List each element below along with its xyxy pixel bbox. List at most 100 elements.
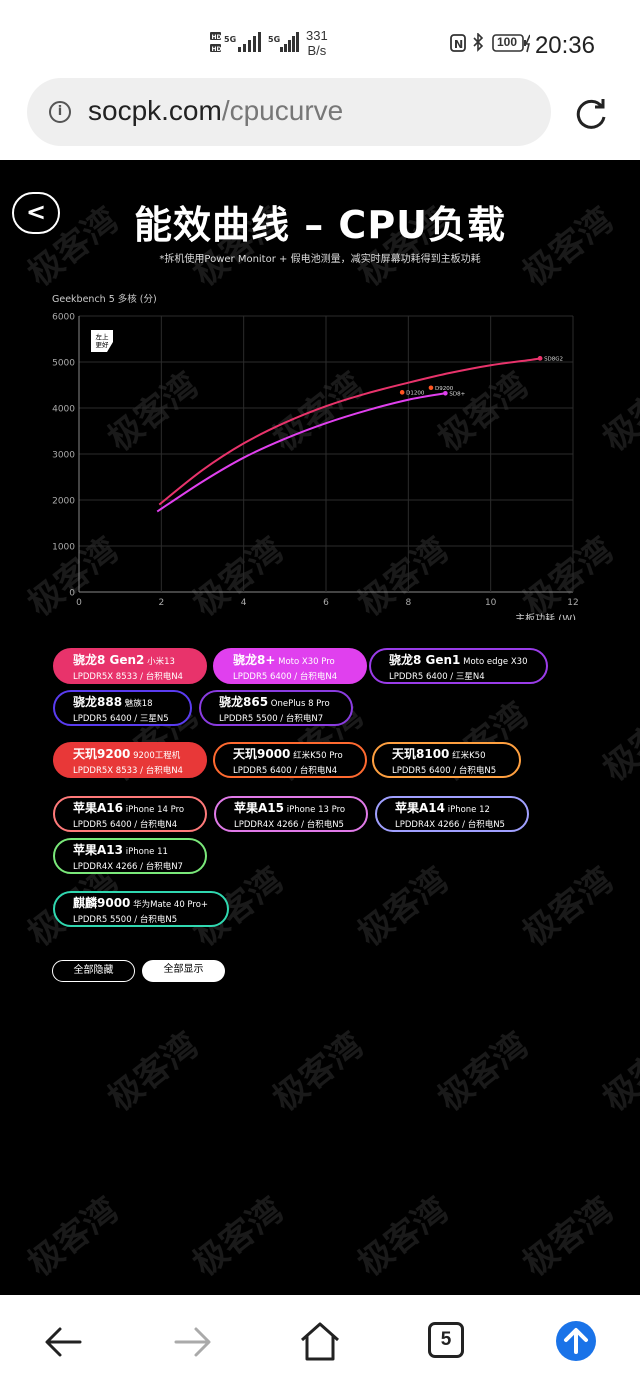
y-tick-label: 1000	[52, 543, 75, 553]
x-tick-label: 0	[76, 598, 82, 608]
chip-device: Moto X30 Pro	[275, 657, 335, 667]
watermark-text: 极客湾	[430, 1025, 536, 1120]
chip-spec: LPDDR5X 8533 / 台积电N4	[73, 766, 183, 776]
x-tick-label: 8	[405, 598, 411, 608]
chip-toggle[interactable]: 骁龙8 Gen2 小米13 LPDDR5X 8533 / 台积电N4	[53, 648, 207, 684]
chip-name: 苹果A13 iPhone 11	[73, 842, 205, 860]
chip-device: 9200工程机	[130, 751, 181, 761]
scroll-top-icon[interactable]	[554, 1319, 598, 1363]
chip-name: 骁龙8 Gen1 Moto edge X30	[389, 652, 546, 670]
chip-spec: LPDDR4X 4266 / 台积电N5	[234, 820, 344, 830]
chip-device: 魅族18	[122, 699, 153, 709]
chip-spec: LPDDR5 6400 / 台积电N4	[233, 672, 338, 682]
chip-device: OnePlus 8 Pro	[268, 699, 330, 709]
series-line	[156, 392, 446, 513]
forward-arrow-icon[interactable]	[170, 1320, 214, 1364]
data-point	[399, 390, 405, 395]
chip-soc-name: 骁龙865	[219, 695, 269, 709]
better-badge-line1: 左上	[96, 332, 110, 341]
watermark-text: 极客湾	[100, 1025, 206, 1120]
url-text[interactable]: socpk.com/cpucurve	[88, 95, 344, 126]
chip-device: 华为Mate 40 Pro+	[130, 900, 209, 910]
svg-text:5G: 5G	[224, 35, 236, 44]
chip-toggle[interactable]: 骁龙888 魅族18 LPDDR5 6400 / 三星N5	[53, 690, 192, 726]
y-tick-label: 2000	[52, 497, 75, 507]
chip-soc-name: 骁龙8 Gen2	[73, 653, 145, 667]
chip-name: 麒麟9000 华为Mate 40 Pro+	[73, 895, 227, 913]
chip-device: iPhone 13 Pro	[284, 805, 346, 815]
tabs-button[interactable]: 5	[428, 1322, 464, 1358]
svg-text:5G: 5G	[268, 35, 280, 44]
chip-toggle[interactable]: 骁龙8+ Moto X30 Pro LPDDR5 6400 / 台积电N4	[213, 648, 367, 684]
clock: 20:36	[534, 32, 595, 59]
chip-device: 红米K50 Pro	[290, 751, 343, 761]
home-icon[interactable]	[298, 1320, 342, 1364]
hide-all-button[interactable]: 全部隐藏	[52, 960, 135, 982]
browser-nav-bar: 5	[0, 1295, 640, 1389]
x-tick-label: 4	[241, 598, 247, 608]
chip-toggle[interactable]: 天玑9000 红米K50 Pro LPDDR5 6400 / 台积电N4	[213, 742, 367, 778]
chip-toggle[interactable]: 苹果A16 iPhone 14 Pro LPDDR5 6400 / 台积电N4	[53, 796, 207, 832]
chip-toggle[interactable]: 骁龙865 OnePlus 8 Pro LPDDR5 5500 / 台积电N7	[199, 690, 353, 726]
network-speed: 331 B/s	[306, 28, 328, 58]
chip-toggle[interactable]: 苹果A15 iPhone 13 Pro LPDDR4X 4266 / 台积电N5	[214, 796, 368, 832]
reload-icon[interactable]	[573, 95, 609, 131]
page-title: 能效曲线 – CPU负载	[133, 203, 507, 247]
svg-text:HD: HD	[212, 46, 222, 53]
signal-indicators: HD HD 5G 5G	[210, 31, 302, 61]
chip-soc-name: 骁龙888	[73, 695, 123, 709]
chip-soc-name: 天玑9000	[233, 747, 291, 761]
chip-soc-name: 天玑9200	[73, 747, 131, 761]
chip-soc-name: 骁龙8+	[233, 653, 276, 667]
data-point	[428, 385, 434, 391]
watermark-text: 极客湾	[265, 1025, 371, 1120]
chip-device: iPhone 14 Pro	[123, 805, 185, 815]
chip-spec: LPDDR4X 4266 / 台积电N7	[73, 862, 183, 872]
watermark-text: 极客湾	[350, 1190, 456, 1285]
chip-name: 骁龙8 Gen2 小米13	[73, 652, 205, 670]
data-point-label: D9200	[435, 386, 454, 392]
better-badge	[91, 330, 113, 352]
chip-spec: LPDDR5 5500 / 台积电N7	[219, 714, 324, 724]
show-all-button[interactable]: 全部显示	[142, 960, 225, 982]
chip-spec: LPDDR5 6400 / 三星N4	[389, 672, 485, 682]
y-tick-label: 6000	[52, 313, 75, 323]
data-point-label: D1200	[406, 390, 425, 396]
chip-name: 苹果A14 iPhone 12	[395, 800, 527, 818]
chip-toggle[interactable]: 苹果A14 iPhone 12 LPDDR4X 4266 / 台积电N5	[375, 796, 529, 832]
chip-device: iPhone 11	[123, 847, 168, 857]
chip-soc-name: 苹果A16	[73, 801, 123, 815]
address-bar[interactable]: i socpk.com/cpucurve	[27, 78, 551, 146]
chip-soc-name: 麒麟9000	[73, 896, 131, 910]
data-point	[537, 356, 543, 361]
status-bar: HD HD 5G 5G 331 B/s N 100 20:36	[0, 0, 640, 76]
watermark-text: 极客湾	[20, 1190, 126, 1285]
y-axis-label: Geekbench 5 多核 (分)	[52, 293, 157, 305]
chip-name: 苹果A15 iPhone 13 Pro	[234, 800, 366, 818]
back-arrow-icon[interactable]	[42, 1320, 86, 1364]
browser-toolbar: i socpk.com/cpucurve	[0, 76, 640, 160]
svg-text:HD: HD	[212, 34, 222, 41]
chip-toggle[interactable]: 麒麟9000 华为Mate 40 Pro+ LPDDR5 5500 / 台积电N5	[53, 891, 229, 927]
chip-toggle[interactable]: 天玑9200 9200工程机 LPDDR5X 8533 / 台积电N4	[53, 742, 207, 778]
chip-spec: LPDDR5 6400 / 三星N5	[73, 714, 169, 724]
chip-name: 天玑9200 9200工程机	[73, 746, 205, 764]
chip-device: 小米13	[144, 657, 175, 667]
chip-spec: LPDDR5 6400 / 台积电N4	[73, 820, 178, 830]
site-info-icon[interactable]: i	[49, 101, 71, 123]
chip-toggle[interactable]: 苹果A13 iPhone 11 LPDDR4X 4266 / 台积电N7	[53, 838, 207, 874]
x-tick-label: 10	[485, 598, 497, 608]
data-point-label: SD8G2	[544, 356, 563, 362]
chip-name: 天玑9000 红米K50 Pro	[233, 746, 365, 764]
chip-soc-name: 苹果A15	[234, 801, 284, 815]
chip-toggle[interactable]: 天玑8100 红米K50 LPDDR5 6400 / 台积电N5	[372, 742, 521, 778]
watermark-text: 极客湾	[515, 860, 621, 955]
page-subtitle: *拆机使用Power Monitor + 假电池测量，减实时屏幕功耗得到主板功耗	[159, 254, 481, 265]
chip-name: 骁龙865 OnePlus 8 Pro	[219, 694, 351, 712]
back-button[interactable]: <	[12, 192, 60, 234]
y-tick-label: 5000	[52, 359, 75, 369]
chip-device: Moto edge X30	[460, 657, 528, 667]
chip-spec: LPDDR4X 4266 / 台积电N5	[395, 820, 505, 830]
chip-toggle[interactable]: 骁龙8 Gen1 Moto edge X30 LPDDR5 6400 / 三星N4	[369, 648, 548, 684]
chip-soc-name: 苹果A14	[395, 801, 445, 815]
